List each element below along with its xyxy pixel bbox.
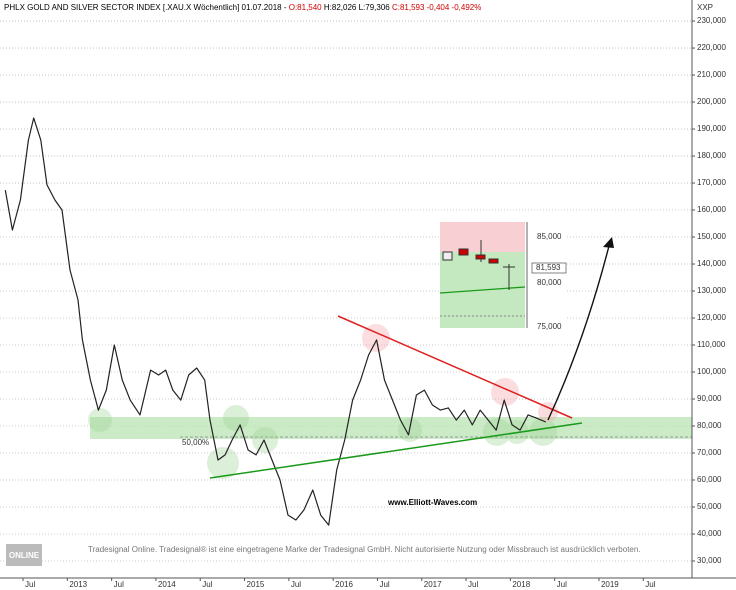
title: PHLX GOLD AND SILVER SECTOR INDEX [.XAU.… xyxy=(4,3,287,12)
inset-candle xyxy=(458,248,469,256)
header: PHLX GOLD AND SILVER SECTOR INDEX [.XAU.… xyxy=(4,3,481,12)
y-tick-label: 100,000 xyxy=(697,367,726,376)
x-tick-label: Jul xyxy=(291,580,301,589)
inset-zone xyxy=(440,222,525,252)
ohlc: L:79,306 xyxy=(359,3,391,12)
y-tick-label: 150,000 xyxy=(697,232,726,241)
y-tick-label: 80,000 xyxy=(697,421,722,430)
y-tick-label: 220,000 xyxy=(697,43,726,52)
inset-axis xyxy=(525,222,565,328)
inset-candle xyxy=(475,254,486,260)
x-tick-label: Jul xyxy=(468,580,478,589)
x-tick-label: 2019 xyxy=(601,580,619,589)
y-tick-label: 190,000 xyxy=(697,124,726,133)
x-tick-label: Jul xyxy=(114,580,124,589)
x-tick-label: Jul xyxy=(379,580,389,589)
axes: 30,000 40,000 50,000 60,000 70,000 80,000 90,0… xyxy=(22,16,726,589)
x-tick-label: Jul xyxy=(645,580,655,589)
highlight xyxy=(88,408,112,432)
watermark: www.Elliott-Waves.com xyxy=(387,498,477,507)
highlight xyxy=(252,427,278,453)
arrow-head xyxy=(603,237,614,248)
retracement-label: 50,00% xyxy=(182,438,209,447)
y-tick-label: 230,000 xyxy=(697,16,726,25)
y-tick-label: 170,000 xyxy=(697,178,726,187)
inset-label: 75,000 xyxy=(537,322,562,331)
x-tick-label: 2017 xyxy=(424,580,442,589)
inset-label: 81,593 xyxy=(536,263,561,272)
y-tick-label: 120,000 xyxy=(697,313,726,322)
x-tick-label: 2018 xyxy=(512,580,530,589)
inset-label: 85,000 xyxy=(537,232,562,241)
x-tick-label: Jul xyxy=(557,580,567,589)
highlight xyxy=(223,405,249,431)
y-tick-label: 210,000 xyxy=(697,70,726,79)
y-tick-label: 60,000 xyxy=(697,475,722,484)
inset-support xyxy=(439,286,526,294)
y-tick-label: 70,000 xyxy=(697,448,722,457)
data xyxy=(4,117,547,526)
highlight xyxy=(362,324,390,352)
y-tick-label: 180,000 xyxy=(697,151,726,160)
inset-label: 80,000 xyxy=(537,278,562,287)
x-tick-label: 2015 xyxy=(247,580,265,589)
price-line xyxy=(4,117,547,526)
projection-arrow xyxy=(547,241,611,421)
y-axis-label: XXP xyxy=(697,3,713,12)
logo-bg xyxy=(6,544,42,566)
y-tick-label: 200,000 xyxy=(697,97,726,106)
x-tick-label: Jul xyxy=(202,580,212,589)
x-tick-label: Jul xyxy=(25,580,35,589)
y-tick-label: 130,000 xyxy=(697,286,726,295)
x-tick-label: 2013 xyxy=(69,580,87,589)
inset-candle xyxy=(488,258,499,264)
y-tick-label: 40,000 xyxy=(697,529,722,538)
y-tick-label: 160,000 xyxy=(697,205,726,214)
ohlc: C:81,593 -0,404 -0,492% xyxy=(392,3,481,12)
y-tick-label: 50,000 xyxy=(697,502,722,511)
y-tick-label: 90,000 xyxy=(697,394,722,403)
support-line xyxy=(209,422,583,479)
y-tick-label: 110,000 xyxy=(697,340,726,349)
grid xyxy=(0,20,692,562)
ohlc: O:81,540 xyxy=(289,3,322,12)
inset-price-box xyxy=(531,262,567,274)
footer: Tradesignal Online. Tradesignal® ist ein… xyxy=(88,545,641,554)
x-tick-label: 2016 xyxy=(335,580,353,589)
x-tick-label: 2014 xyxy=(158,580,176,589)
resistance-line xyxy=(337,315,573,419)
inset-candle xyxy=(442,251,453,261)
y-tick-label: 140,000 xyxy=(697,259,726,268)
support-zone xyxy=(90,417,692,439)
y-tick-label: 30,000 xyxy=(697,556,722,565)
logo: ONLINE xyxy=(9,551,40,560)
highlight xyxy=(538,402,558,422)
highlight xyxy=(483,418,511,446)
ohlc: H:82,026 xyxy=(324,3,357,12)
inset: 85,000 81,593 80,000 75,000 xyxy=(439,222,567,331)
highlight xyxy=(529,418,557,446)
highlight xyxy=(207,447,239,479)
